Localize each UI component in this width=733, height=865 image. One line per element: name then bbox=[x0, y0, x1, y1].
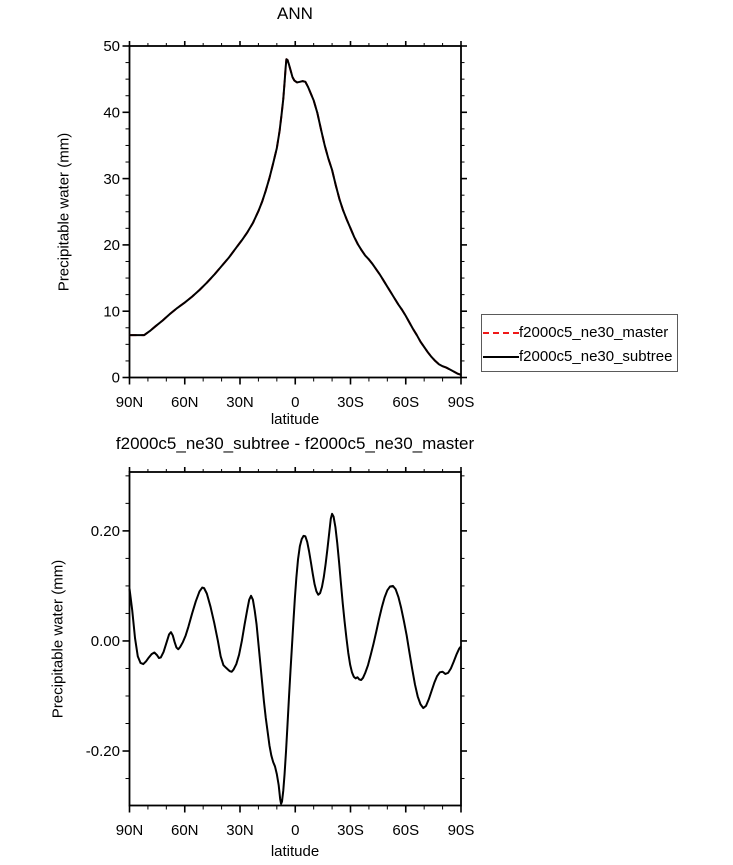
x-tick-label: 30N bbox=[226, 394, 254, 411]
bottom-x-axis-label: latitude bbox=[270, 843, 320, 860]
x-tick-label: 90S bbox=[448, 822, 475, 839]
x-tick-label: 90N bbox=[116, 394, 144, 411]
y-tick-label: 0.00 bbox=[91, 633, 120, 650]
x-tick-label: 30N bbox=[226, 822, 254, 839]
y-tick-label: -0.20 bbox=[86, 743, 120, 760]
plot-frame bbox=[128, 471, 462, 807]
bottom-chart-title: f2000c5_ne30_subtree - f2000c5_ne30_mast… bbox=[115, 434, 475, 453]
bottom-y-axis-label: Precipitable water (mm) bbox=[49, 559, 67, 719]
x-tick-label: 60N bbox=[171, 822, 199, 839]
legend-entry-master: f2000c5_ne30_master bbox=[483, 324, 668, 342]
y-tick-label: 20 bbox=[103, 237, 120, 254]
legend-line-subtree-solid-icon bbox=[483, 356, 519, 358]
legend-label-subtree: f2000c5_ne30_subtree bbox=[519, 348, 673, 365]
top-chart-title: ANN bbox=[277, 4, 313, 23]
x-tick-label: 60N bbox=[171, 394, 199, 411]
x-tick-label: 0 bbox=[291, 394, 299, 411]
series-line-difference bbox=[128, 512, 462, 805]
y-tick-label: 10 bbox=[103, 303, 120, 320]
x-tick-label: 90S bbox=[448, 394, 475, 411]
x-tick-label: 0 bbox=[291, 822, 299, 839]
y-tick-label: 30 bbox=[103, 171, 120, 188]
top-y-axis-label: Precipitable water (mm) bbox=[55, 132, 73, 292]
legend-label-master: f2000c5_ne30_master bbox=[519, 324, 669, 341]
x-tick-label: 90N bbox=[116, 822, 144, 839]
y-tick-label: 0 bbox=[112, 370, 120, 387]
y-tick-label: 0.20 bbox=[91, 523, 120, 540]
x-tick-label: 30S bbox=[337, 822, 364, 839]
legend-entry-subtree: f2000c5_ne30_subtree bbox=[483, 348, 672, 366]
y-tick-label: 40 bbox=[103, 105, 120, 122]
legend-line-master-dashed-icon bbox=[483, 332, 519, 334]
x-tick-label: 60S bbox=[392, 394, 419, 411]
top-x-axis-label: latitude bbox=[270, 411, 320, 428]
x-tick-label: 60S bbox=[392, 822, 419, 839]
legend: f2000c5_ne30_master f2000c5_ne30_subtree bbox=[481, 314, 678, 372]
series-line-f2000c5_ne30_subtree bbox=[129, 58, 462, 376]
y-tick-label: 50 bbox=[103, 38, 120, 55]
x-tick-label: 30S bbox=[337, 394, 364, 411]
